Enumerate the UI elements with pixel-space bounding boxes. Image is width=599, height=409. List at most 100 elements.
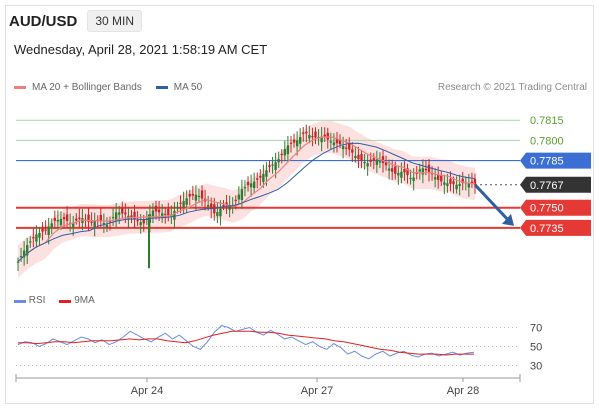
candle-body bbox=[415, 172, 418, 174]
candle-body bbox=[268, 165, 271, 167]
candle-body bbox=[289, 142, 293, 144]
legend-ma20-label: MA 20 + Bollinger Bands bbox=[32, 82, 142, 93]
candle-body bbox=[375, 159, 379, 165]
rsi-line bbox=[17, 325, 475, 360]
timeframe-badge[interactable]: 30 MIN bbox=[87, 10, 143, 32]
candle-body bbox=[44, 229, 47, 231]
candle-body bbox=[219, 208, 222, 217]
candle-body bbox=[366, 163, 369, 167]
support-label-box bbox=[520, 199, 591, 216]
candle-body bbox=[418, 169, 421, 172]
candle-body bbox=[157, 209, 161, 213]
candle-body bbox=[384, 162, 388, 166]
candle-body bbox=[243, 187, 247, 189]
candle-body bbox=[249, 183, 253, 188]
candle-body bbox=[225, 202, 228, 205]
candle-body bbox=[130, 215, 133, 218]
candle-body bbox=[176, 207, 179, 209]
candle-body bbox=[16, 261, 20, 263]
candle-body bbox=[262, 173, 265, 182]
candle-body bbox=[252, 181, 256, 189]
candle-body bbox=[194, 194, 198, 201]
rsi-level-label: 30 bbox=[530, 361, 542, 373]
candle-body bbox=[427, 164, 431, 172]
candle-body bbox=[302, 132, 305, 134]
support-label-box bbox=[520, 219, 591, 236]
legend-ma50-label: MA 50 bbox=[173, 82, 203, 93]
candle-body bbox=[344, 147, 348, 149]
candle-body bbox=[59, 219, 63, 226]
candle-body bbox=[351, 149, 354, 153]
candle-body bbox=[387, 168, 391, 171]
candle-body bbox=[400, 171, 403, 178]
candle-body bbox=[38, 233, 41, 238]
ma20-line bbox=[17, 136, 476, 262]
price-legend: MA 20 + Bollinger Bands MA 50 bbox=[14, 82, 202, 93]
rsi-swatch bbox=[14, 300, 26, 303]
candle-body bbox=[56, 219, 60, 222]
legend-9ma: 9MA bbox=[59, 295, 95, 306]
chart-header: AUD/USD 30 MIN bbox=[9, 8, 143, 34]
candle-body bbox=[240, 189, 244, 200]
candle-body bbox=[440, 175, 443, 182]
candle-body bbox=[188, 193, 191, 197]
candle-body bbox=[29, 241, 32, 243]
candle-body bbox=[185, 198, 188, 205]
candle-body bbox=[283, 149, 287, 156]
legend-ma50: MA 50 bbox=[155, 82, 203, 93]
candle-body bbox=[256, 178, 259, 180]
candle-body bbox=[111, 216, 115, 219]
rsi-legend: RSI 9MA bbox=[14, 295, 95, 306]
candle-body bbox=[286, 145, 290, 155]
rsi-level-label: 70 bbox=[530, 323, 542, 335]
candle-body bbox=[222, 204, 225, 207]
candle-body bbox=[259, 175, 262, 178]
candle-body bbox=[452, 181, 455, 185]
candle-body bbox=[72, 222, 75, 227]
candle-body bbox=[179, 202, 182, 204]
candle-body bbox=[298, 137, 302, 144]
candle-body bbox=[372, 158, 375, 161]
candle-body bbox=[50, 223, 53, 228]
candle-body bbox=[280, 153, 283, 156]
candle-body bbox=[363, 161, 366, 164]
candle-body bbox=[133, 211, 136, 219]
candle-body bbox=[326, 132, 329, 140]
candle-body bbox=[206, 204, 210, 207]
pivot-label-box bbox=[520, 152, 591, 169]
candle-body bbox=[102, 222, 106, 225]
candle-body bbox=[295, 140, 299, 147]
candle-body bbox=[311, 135, 314, 138]
candle-body bbox=[409, 177, 412, 180]
candle-body bbox=[412, 177, 415, 181]
candle-body bbox=[75, 218, 78, 221]
candle-body bbox=[421, 168, 425, 175]
ma20-swatch bbox=[14, 86, 26, 89]
candle-body bbox=[335, 138, 339, 144]
candle-body bbox=[458, 184, 461, 187]
candle-body bbox=[19, 256, 23, 258]
candle-body bbox=[167, 208, 170, 216]
candle-body bbox=[124, 212, 127, 215]
candle-body bbox=[436, 174, 440, 180]
candle-body bbox=[197, 195, 201, 198]
legend-ma20: MA 20 + Bollinger Bands bbox=[14, 82, 142, 93]
candle-body bbox=[406, 168, 409, 176]
chart-timestamp: Wednesday, April 28, 2021 1:58:19 AM CET bbox=[14, 42, 268, 57]
candle-body bbox=[173, 210, 176, 220]
candle-body bbox=[378, 161, 382, 163]
x-tick-label: Apr 28 bbox=[447, 385, 479, 397]
candle-body bbox=[210, 203, 213, 210]
candle-body bbox=[136, 220, 139, 222]
candle-body bbox=[455, 184, 458, 190]
candle-body bbox=[182, 201, 185, 208]
candle-body bbox=[314, 131, 317, 138]
candle-body bbox=[22, 250, 26, 258]
candle-body bbox=[424, 168, 428, 171]
ma50-swatch bbox=[155, 86, 168, 89]
candle-body bbox=[360, 154, 363, 161]
candle-body bbox=[292, 139, 296, 143]
rsi-ma9-line bbox=[18, 330, 474, 356]
candle-body bbox=[449, 178, 452, 184]
